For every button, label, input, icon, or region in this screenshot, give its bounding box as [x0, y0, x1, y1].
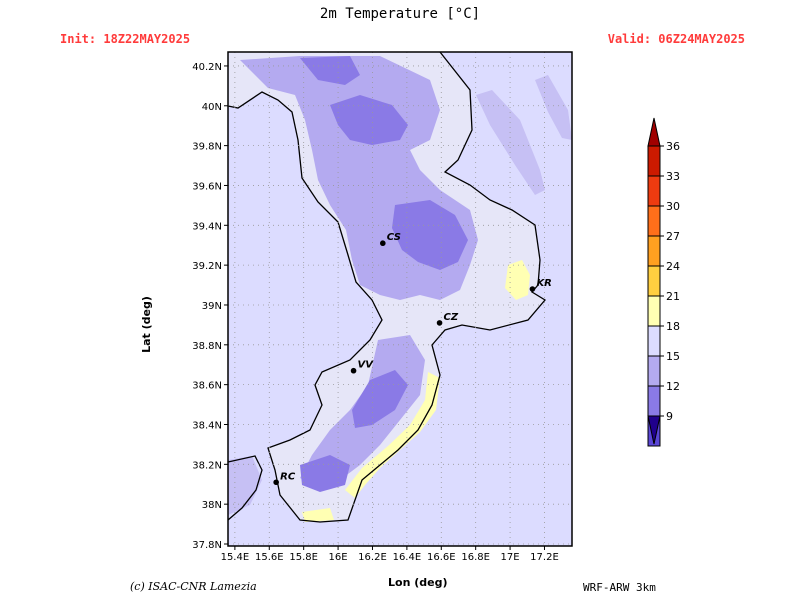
city-marker: [529, 286, 536, 292]
colorbar-segment: [647, 295, 661, 327]
city-label: CS: [387, 232, 401, 243]
x-axis-label: Lon (deg): [388, 576, 448, 589]
lon-tick-label: 17E: [501, 552, 520, 563]
init-time: Init: 18Z22MAY2025: [60, 32, 191, 46]
lon-tick-label: 15.4E: [221, 552, 250, 563]
lon-tick-label: 16E: [329, 552, 348, 563]
lon-tick-label: 16.8E: [461, 552, 490, 563]
valid-time: Valid: 06Z24MAY2025: [607, 32, 745, 46]
axis-ticks: 40.2N 40N 39.8N 39.6N 39.4N 39.2N 39N 38.8N 38.6…: [192, 62, 559, 563]
city-marker: [273, 479, 279, 486]
cold-zone-pollino: [330, 95, 408, 145]
credit-text: (c) ISAC-CNR Lamezia: [130, 580, 257, 593]
lat-tick-label: 38.6N: [192, 381, 222, 392]
colorbar-label: 15: [666, 350, 680, 363]
lat-tick-label: 39.8N: [192, 142, 222, 153]
warm-zone-crotone: [505, 260, 530, 300]
cool-zone-ionian-streak: [476, 90, 545, 195]
colorbar-bottom-arrow: [647, 415, 661, 445]
city-markers: CS KR CZ VV RC: [273, 232, 552, 486]
colorbar-segment: [647, 205, 661, 237]
colorbar-segment: [647, 175, 661, 207]
plot-border: [227, 51, 573, 547]
colorbar-label: 36: [666, 140, 680, 153]
lat-tick-label: 38.4N: [192, 420, 222, 431]
colorbar-segment: [647, 265, 661, 297]
colorbar-segment: [647, 235, 661, 267]
coastline: [228, 52, 546, 523]
lat-tick-label: 40N: [202, 102, 222, 113]
colorbar-segment: [647, 145, 661, 177]
cold-zone-sila: [392, 200, 468, 270]
lon-tick-label: 16.2E: [358, 552, 387, 563]
cold-zone-aspromonte: [300, 455, 350, 492]
colorbar-segment: [647, 355, 661, 387]
colorbar-label: 24: [666, 260, 680, 273]
lat-tick-label: 39.2N: [192, 261, 222, 272]
lon-tick-label: 17.2E: [530, 552, 559, 563]
y-axis-label: Lat (deg): [139, 296, 153, 353]
lon-tick-label: 15.6E: [255, 552, 284, 563]
colorbar-label: 9: [666, 410, 673, 423]
colorbar: 36 33 30 27 24 21 18 15 12 9: [647, 117, 680, 447]
cool-zone-ionian-streak-2: [535, 75, 572, 140]
lat-tick-label: 38.8N: [192, 341, 222, 352]
colorbar-segment: [647, 325, 661, 357]
lat-tick-label: 39.6N: [192, 181, 222, 192]
cool-zone-sicily: [228, 456, 262, 515]
colorbar-label: 33: [666, 170, 680, 183]
city-label: CZ: [444, 312, 459, 323]
warm-zone-south: [302, 508, 334, 522]
lon-tick-label: 16.4E: [393, 552, 422, 563]
lat-tick-label: 39.4N: [192, 221, 222, 232]
colorbar-label: 27: [666, 230, 680, 243]
model-text: WRF-ARW 3km: [583, 581, 656, 594]
lon-tick-label: 15.8E: [289, 552, 318, 563]
colorbar-label: 12: [666, 380, 680, 393]
colorbar-segment: [647, 385, 661, 417]
lat-tick-label: 38N: [202, 500, 222, 511]
lat-tick-label: 40.2N: [192, 62, 222, 73]
colorbar-label: 30: [666, 200, 680, 213]
lat-tick-label: 38.2N: [192, 460, 222, 471]
cold-zone-north-edge: [300, 56, 360, 85]
city-marker: [350, 367, 357, 374]
map-title: 2m Temperature [°C]: [319, 6, 481, 22]
city-marker: [380, 240, 386, 247]
colorbar-label: 18: [666, 320, 680, 333]
colorbar-top-arrow: [647, 117, 661, 147]
city-marker: [436, 320, 443, 326]
warm-zone-ionian-coast: [345, 372, 440, 498]
lon-tick-label: 16.6E: [427, 552, 456, 563]
city-label: KR: [536, 278, 551, 289]
colorbar-label: 21: [666, 290, 680, 303]
lat-tick-label: 37.8N: [192, 540, 222, 551]
sicily-coast: [228, 455, 263, 521]
lat-tick-label: 39N: [202, 301, 222, 312]
city-label: RC: [280, 471, 296, 482]
map-frame-group: [228, 52, 572, 546]
city-label: VV: [358, 360, 375, 371]
